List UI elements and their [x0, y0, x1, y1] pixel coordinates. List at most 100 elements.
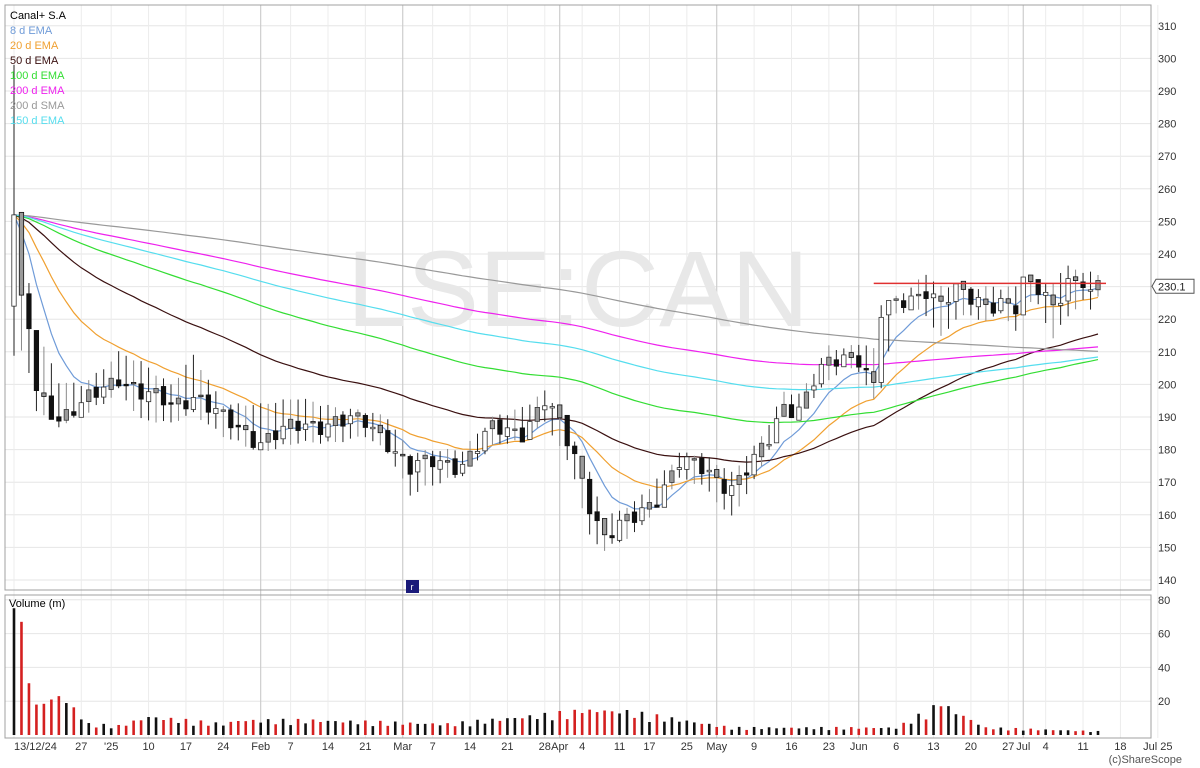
candle-body: [497, 419, 503, 435]
candle-body: [624, 513, 630, 522]
candle-body: [347, 415, 354, 425]
candle-body: [302, 423, 309, 430]
volume-bar: [977, 724, 980, 735]
candle-body: [1080, 281, 1086, 289]
date-tick-label: 25: [681, 741, 693, 753]
date-tick-label: 6: [893, 741, 899, 753]
date-axis: 13/12/24 27 '25 10 17 24 Feb 7 14 21 Mar 7 14 21 28 Apr…: [14, 741, 1172, 753]
volume-bar: [1021, 730, 1025, 735]
volume-bar: [610, 711, 614, 735]
price-tick-label: 250: [1158, 216, 1176, 228]
candle-body: [781, 403, 787, 417]
candle-body: [684, 456, 690, 470]
candle-body: [160, 386, 167, 406]
volume-bar: [124, 725, 128, 735]
date-tick-label: 23: [823, 741, 835, 753]
volume-bar: [1059, 730, 1062, 735]
candle-body: [71, 411, 77, 416]
volume-bar: [109, 728, 113, 735]
volume-bar: [595, 712, 599, 735]
candle-body: [699, 457, 705, 475]
candle-body: [803, 391, 810, 409]
candle-body: [250, 431, 256, 448]
candle-body: [654, 504, 660, 508]
date-tick-label: 11: [614, 741, 625, 753]
candle-body: [11, 214, 17, 307]
price-tick-label: 150: [1158, 542, 1176, 554]
volume-bar: [1014, 727, 1018, 735]
volume-tick-label: 20: [1158, 696, 1170, 708]
candle-body: [519, 427, 525, 443]
legend-entry: 200 d EMA: [10, 85, 65, 97]
volume-bar: [468, 726, 472, 735]
candle-body: [572, 445, 578, 455]
date-tick-label: Jul 25: [1143, 741, 1172, 753]
candle-body: [714, 469, 720, 478]
price-tick-label: 260: [1158, 184, 1176, 196]
volume-bar: [849, 727, 853, 735]
volume-bar: [558, 711, 562, 735]
price-tick-label: 220: [1158, 314, 1176, 326]
volume-bar: [887, 727, 890, 735]
volume-bar: [356, 724, 360, 735]
candle-body: [549, 406, 555, 409]
ma-line: [13, 214, 1099, 424]
candle-body: [385, 430, 391, 453]
candle-body: [527, 421, 533, 440]
candle-body: [41, 392, 47, 397]
candle-body: [878, 316, 884, 383]
volume-bar: [236, 721, 240, 735]
candle-body: [915, 293, 922, 297]
candle-body: [168, 402, 174, 405]
candle-body: [669, 470, 675, 483]
volume-bar: [872, 728, 876, 735]
candle-body: [205, 394, 211, 413]
candle-body: [646, 502, 653, 510]
candle-body: [407, 456, 413, 475]
candle-body: [18, 211, 25, 296]
candle-body: [220, 409, 226, 412]
candle-body: [138, 383, 144, 400]
volume-bar: [27, 683, 31, 735]
candle-body: [975, 297, 981, 308]
price-tick-label: 180: [1158, 445, 1176, 457]
candle-body: [751, 453, 757, 476]
volume-bar: [775, 728, 778, 735]
volume-bar: [423, 723, 427, 735]
candle-body: [826, 356, 832, 366]
volume-bar: [311, 719, 315, 735]
volume-bar: [491, 718, 494, 735]
volume-bar: [685, 720, 689, 735]
volume-bar: [790, 727, 793, 735]
candle-body: [325, 423, 331, 438]
legend-entry: 100 d EMA: [10, 70, 65, 82]
candle-body: [557, 404, 563, 419]
volume-bar: [730, 729, 733, 735]
volume-bar: [139, 720, 143, 735]
candle-body: [467, 450, 473, 467]
candle-body: [1020, 276, 1026, 316]
candle-body: [960, 280, 967, 290]
candle-body: [392, 451, 398, 454]
candle-body: [788, 404, 795, 419]
date-tick-label: 9: [751, 741, 757, 753]
price-tick-label: 140: [1158, 575, 1176, 587]
event-marker[interactable]: r: [406, 580, 419, 593]
volume-bar: [835, 726, 838, 735]
candle-body: [953, 283, 959, 302]
candle-body: [504, 427, 511, 437]
candle-body: [811, 385, 817, 391]
date-tick-label: 17: [643, 741, 655, 753]
volume-bar: [274, 724, 277, 735]
volume-bar: [618, 713, 621, 735]
volume-bar: [693, 722, 696, 735]
candle-body: [886, 300, 892, 316]
volume-bar: [648, 722, 651, 735]
volume-bar: [147, 717, 150, 735]
candle-body: [542, 405, 548, 411]
volume-tick-label: 40: [1158, 662, 1170, 674]
credit-text: (c)ShareScope: [1109, 754, 1182, 766]
volume-bar: [371, 726, 375, 735]
volume-bar: [251, 719, 255, 735]
candle-body: [998, 298, 1004, 312]
